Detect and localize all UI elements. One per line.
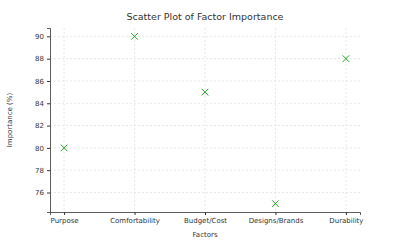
tick: 86 — [35, 78, 50, 86]
tick: 90 — [35, 33, 50, 41]
grid-line — [50, 103, 360, 104]
point — [272, 200, 279, 207]
grid — [50, 28, 360, 212]
tick: Durability — [329, 212, 363, 225]
tick-mark — [47, 59, 50, 60]
tick-label: Designs/Brands — [249, 217, 304, 225]
tick: 78 — [35, 167, 50, 175]
tick-label: 88 — [35, 55, 44, 63]
tick: Budget/Cost — [184, 212, 227, 225]
tick-label: 90 — [35, 33, 44, 41]
axis-line — [47, 29, 51, 213]
tick-label: Comfortability — [110, 217, 160, 225]
tick: 76 — [35, 189, 50, 197]
tick-mark — [47, 81, 50, 82]
plot: 76 78 80 82 84 86 88 90 Purpose Comfortability Bud… — [35, 28, 363, 225]
tick: 80 — [35, 145, 50, 153]
grid-line — [275, 28, 276, 212]
tick: 82 — [35, 122, 50, 130]
point — [202, 89, 209, 96]
grid-line — [64, 28, 65, 212]
tick-mark — [135, 212, 136, 215]
axis-line — [51, 213, 361, 216]
tick-mark — [47, 36, 50, 37]
tick-label: 78 — [35, 167, 44, 175]
title: Scatter Plot of Factor Importance — [127, 11, 284, 22]
tick-label: 86 — [35, 78, 44, 86]
chart: 76 78 80 82 84 86 88 90 Purpose Comfortability Bud… — [0, 0, 400, 240]
tick-label: Budget/Cost — [184, 217, 227, 225]
tick-label: 80 — [35, 145, 44, 153]
tick-mark — [47, 103, 50, 104]
tick-mark — [64, 212, 65, 215]
tick: 84 — [35, 100, 50, 108]
tick-label: 84 — [35, 100, 44, 108]
tick-label: Purpose — [51, 217, 79, 225]
tick-mark — [47, 170, 50, 171]
tick-label: 76 — [35, 189, 44, 197]
tick-mark — [346, 212, 347, 215]
point — [61, 145, 68, 152]
tick: Comfortability — [110, 212, 160, 225]
tick-mark — [205, 212, 206, 215]
tick: Purpose — [51, 212, 79, 225]
points — [61, 33, 349, 207]
y-axis-title: Importance (%) — [6, 93, 14, 148]
tick: 88 — [35, 55, 50, 63]
y-axis: 76 78 80 82 84 86 88 90 — [35, 29, 50, 213]
x-axis: Purpose Comfortability Budget/Cost Designs/… — [51, 212, 364, 225]
tick-label: Durability — [329, 217, 363, 225]
grid-line — [50, 58, 360, 59]
tick: Designs/Brands — [249, 212, 304, 225]
grid-line — [205, 28, 206, 212]
tick-mark — [47, 148, 50, 149]
tick-label: 82 — [35, 122, 44, 130]
tick-mark — [275, 212, 276, 215]
point — [131, 33, 138, 40]
tick-mark — [47, 192, 50, 193]
x-axis-title: Factors — [192, 231, 217, 239]
point — [343, 55, 350, 62]
grid-line — [345, 28, 346, 212]
tick-mark — [47, 126, 50, 127]
grid-line — [134, 28, 135, 212]
